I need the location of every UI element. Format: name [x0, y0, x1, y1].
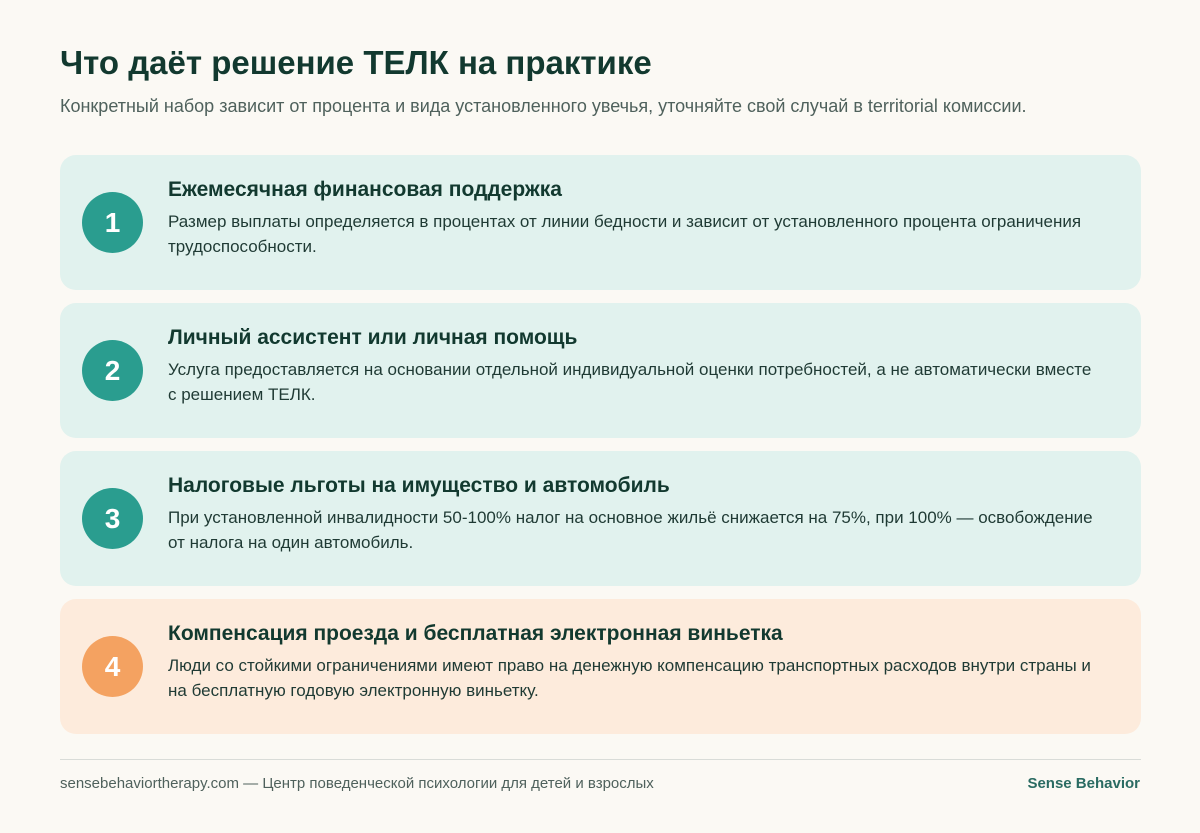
number-badge: 3	[82, 488, 143, 549]
benefit-description: Размер выплаты определяется в процентах …	[168, 212, 1082, 256]
benefit-title: Ежемесячная финансовая поддержка	[168, 178, 562, 201]
page-subtitle: Конкретный набор зависит от процента и в…	[60, 96, 1027, 116]
benefit-description: Услуга предоставляется на основании отде…	[168, 360, 1092, 404]
page: Что даёт решение ТЕЛК на практике Конкре…	[60, 0, 1141, 833]
benefit-card-transport-compensation: 4 Компенсация проезда и бесплатная элект…	[60, 599, 1141, 734]
benefit-title: Личный ассистент или личная помощь	[168, 326, 578, 349]
number-badge: 4	[82, 636, 143, 697]
footer-divider	[60, 759, 1141, 760]
footer-brand: Sense Behavior	[1027, 775, 1140, 792]
footer-source: sensebehaviortherapy.com — Центр поведен…	[60, 775, 654, 792]
benefit-description: Люди со стойкими ограничениями имеют пра…	[168, 656, 1091, 700]
benefit-card-tax-relief: 3 Налоговые льготы на имущество и автомо…	[60, 451, 1141, 586]
number-badge: 1	[82, 192, 143, 253]
benefit-title: Налоговые льготы на имущество и автомоби…	[168, 474, 670, 497]
number-badge: 2	[82, 340, 143, 401]
benefits-list: 1 Ежемесячная финансовая поддержка Разме…	[60, 155, 1141, 747]
benefit-description: При установленной инвалидности 50-100% н…	[168, 508, 1093, 552]
benefit-title: Компенсация проезда и бесплатная электро…	[168, 622, 783, 645]
benefit-card-personal-assistant: 2 Личный ассистент или личная помощь Усл…	[60, 303, 1141, 438]
page-title: Что даёт решение ТЕЛК на практике	[60, 44, 652, 81]
benefit-card-monthly-support: 1 Ежемесячная финансовая поддержка Разме…	[60, 155, 1141, 290]
